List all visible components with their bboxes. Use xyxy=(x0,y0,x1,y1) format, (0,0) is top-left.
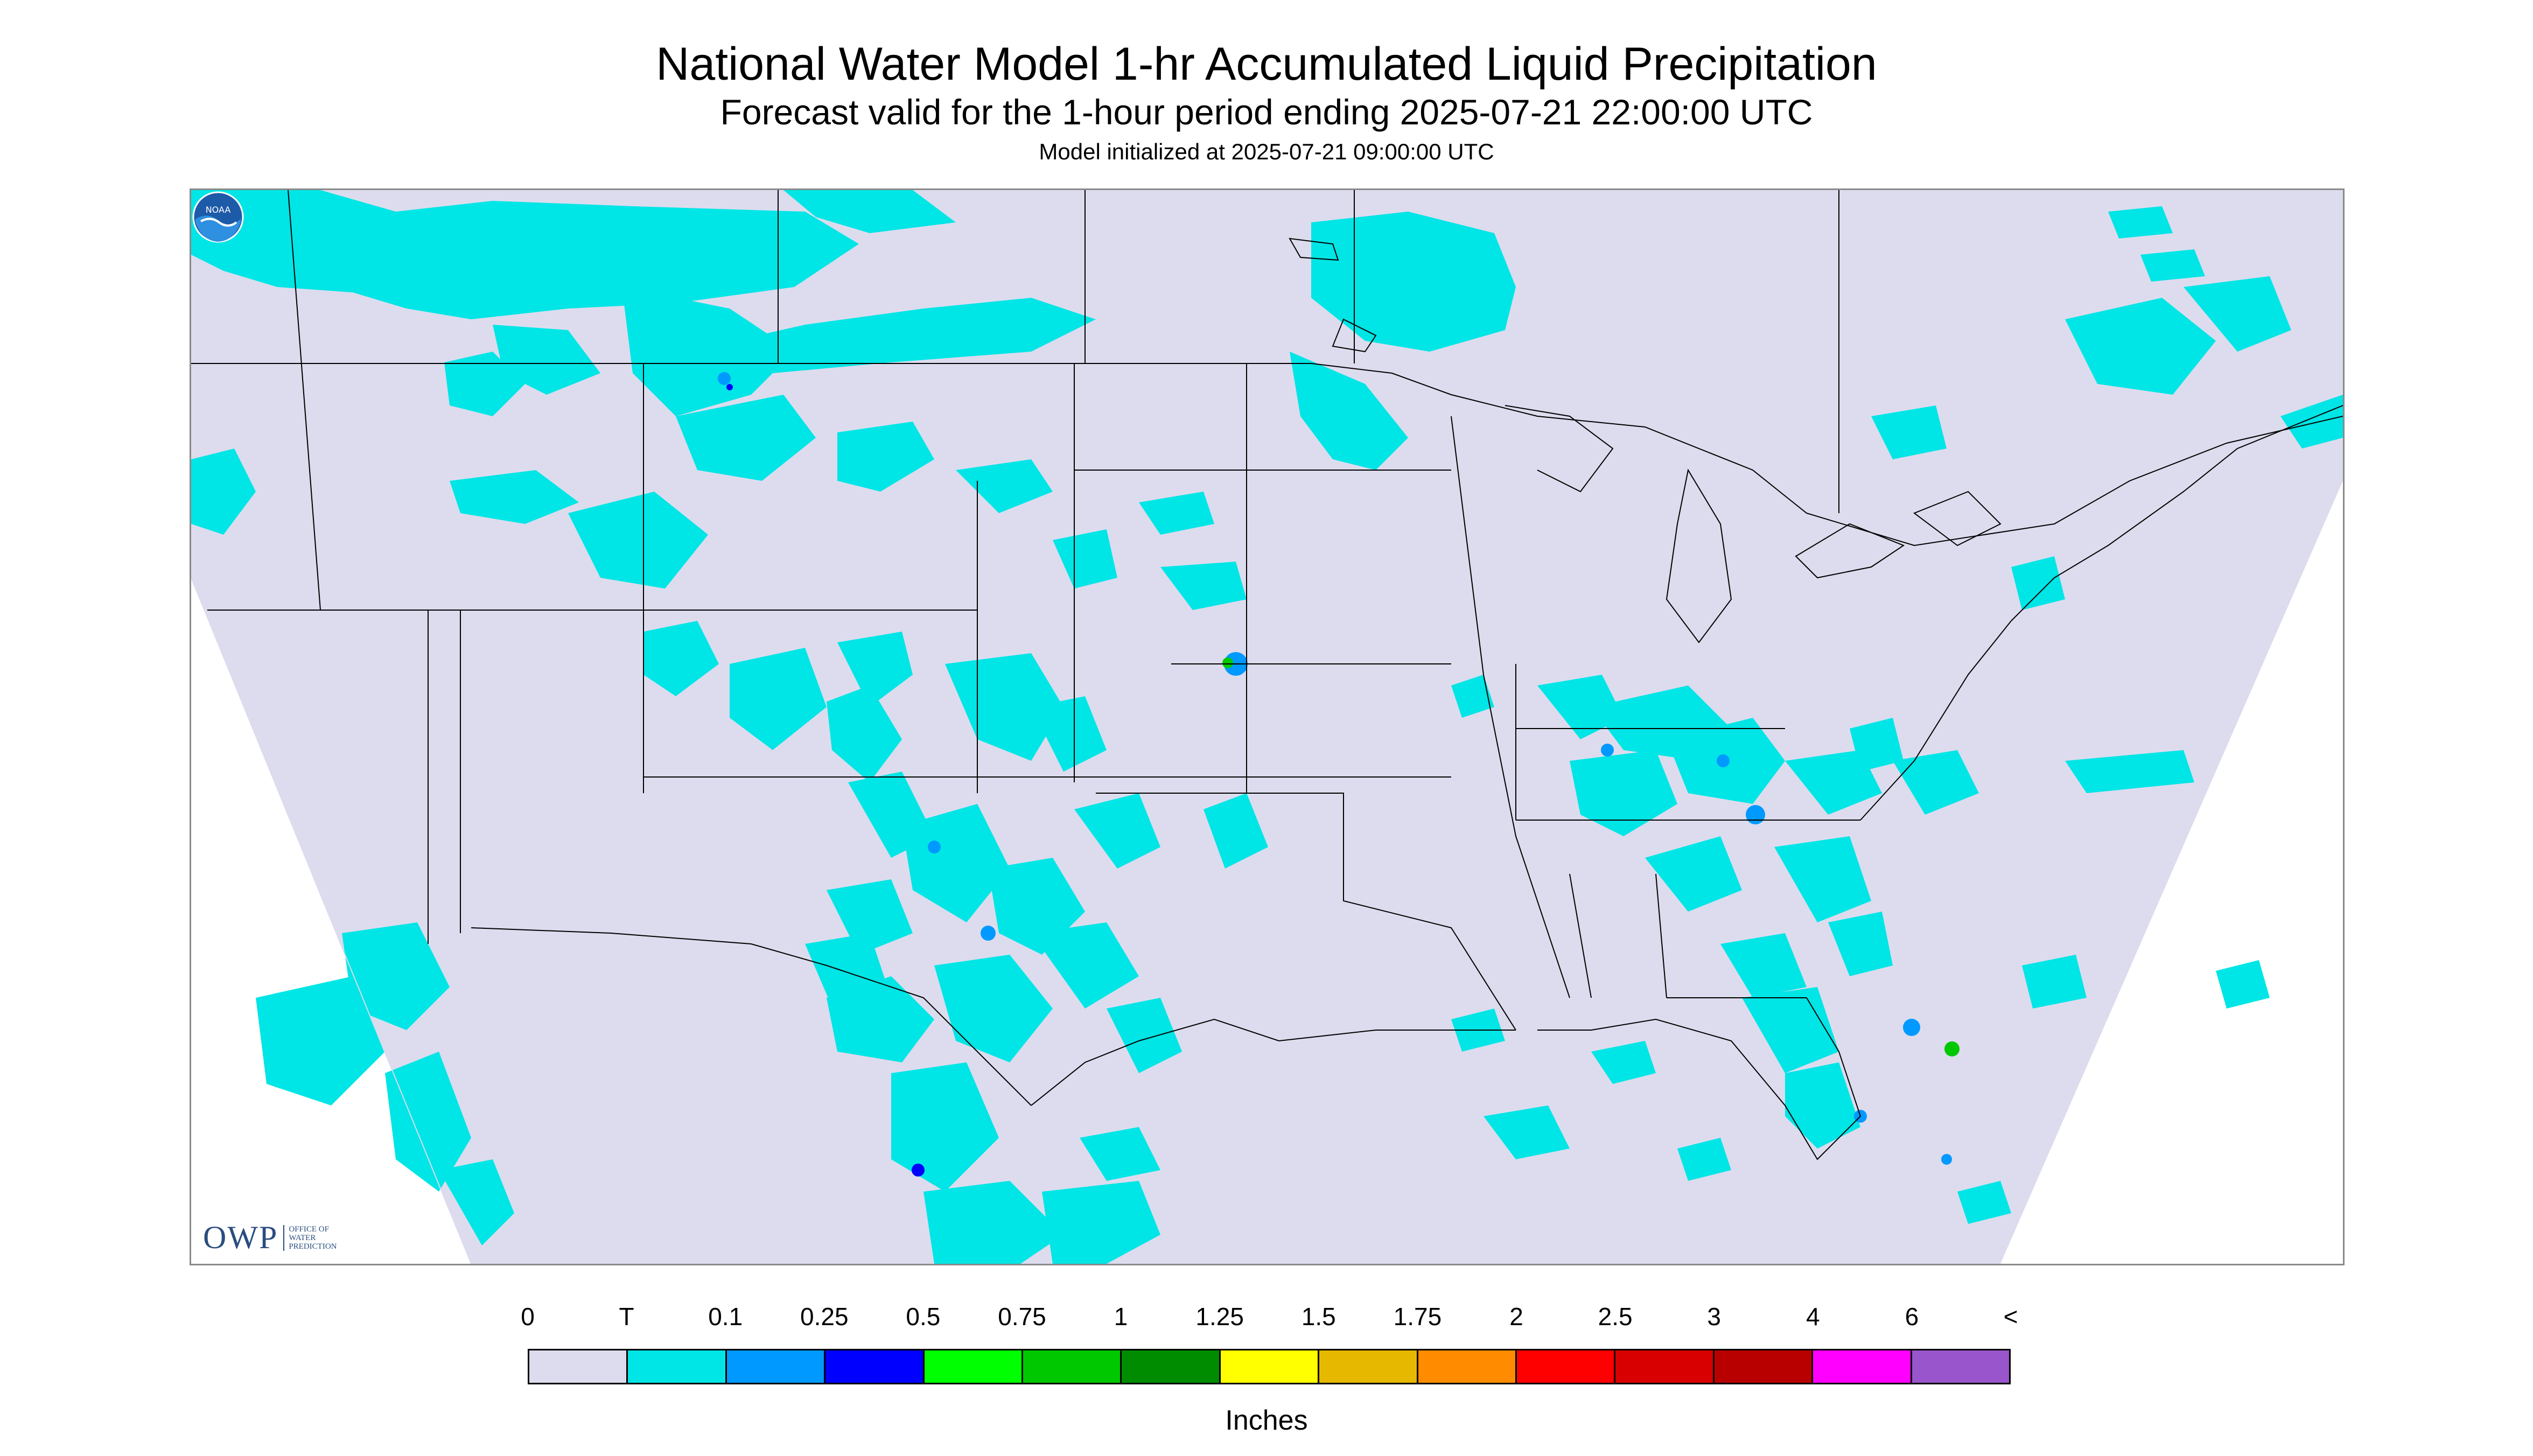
boundary-lines xyxy=(191,190,2343,1160)
legend-label: 1.25 xyxy=(1195,1303,1244,1331)
chart-subtitle: Forecast valid for the 1-hour period end… xyxy=(720,92,1813,132)
legend-label: 2.5 xyxy=(1598,1303,1633,1331)
legend-swatch xyxy=(1912,1350,2010,1383)
legend-swatch xyxy=(628,1350,727,1383)
legend-swatch xyxy=(1418,1350,1517,1383)
legend-swatch xyxy=(1813,1350,1912,1383)
legend-label: 1.75 xyxy=(1393,1303,1442,1331)
map-graphic xyxy=(191,190,2343,1264)
legend-swatch xyxy=(1122,1350,1221,1383)
legend-swatch xyxy=(1319,1350,1418,1383)
legend-swatch xyxy=(529,1350,628,1383)
color-legend xyxy=(528,1349,2011,1384)
legend-label: 1 xyxy=(1114,1303,1128,1331)
legend-label: 6 xyxy=(1905,1303,1919,1331)
svg-text:NOAA: NOAA xyxy=(206,205,231,215)
legend-label: 4 xyxy=(1806,1303,1820,1331)
legend-swatch xyxy=(1714,1350,1814,1383)
legend-swatch xyxy=(924,1350,1024,1383)
legend-label: 0.1 xyxy=(708,1303,743,1331)
legend-label: 2 xyxy=(1509,1303,1523,1331)
legend-swatch xyxy=(825,1350,925,1383)
legend-label: 0.75 xyxy=(998,1303,1046,1331)
legend-swatch xyxy=(1023,1350,1122,1383)
precip-trace-areas xyxy=(191,190,2343,1264)
legend-swatch xyxy=(1517,1350,1616,1383)
legend-label: T xyxy=(619,1303,634,1331)
owp-logo-text: OFFICE OF WATER PREDICTION xyxy=(283,1224,348,1251)
legend-label: 0.25 xyxy=(800,1303,849,1331)
legend-label: 0 xyxy=(521,1303,535,1331)
domain-edge-right xyxy=(2000,481,2343,1264)
legend-swatch xyxy=(1220,1350,1320,1383)
legend-swatch xyxy=(726,1350,826,1383)
owp-logo-mark: OWP xyxy=(203,1220,278,1255)
owp-logo: OWP OFFICE OF WATER PREDICTION xyxy=(203,1219,348,1256)
legend-label: 3 xyxy=(1707,1303,1721,1331)
legend-label: 0.5 xyxy=(906,1303,941,1331)
legend-units: Inches xyxy=(1225,1405,1308,1436)
model-init-line: Model initialized at 2025-07-21 09:00:00… xyxy=(1039,139,1494,164)
legend-swatch xyxy=(1615,1350,1715,1383)
chart-title: National Water Model 1-hr Accumulated Li… xyxy=(656,38,1877,90)
legend-label: 1.5 xyxy=(1301,1303,1336,1331)
noaa-logo: NOAA xyxy=(192,191,244,243)
legend-label: < xyxy=(2003,1303,2018,1331)
precipitation-map: OWP OFFICE OF WATER PREDICTION NOAA xyxy=(190,188,2345,1265)
